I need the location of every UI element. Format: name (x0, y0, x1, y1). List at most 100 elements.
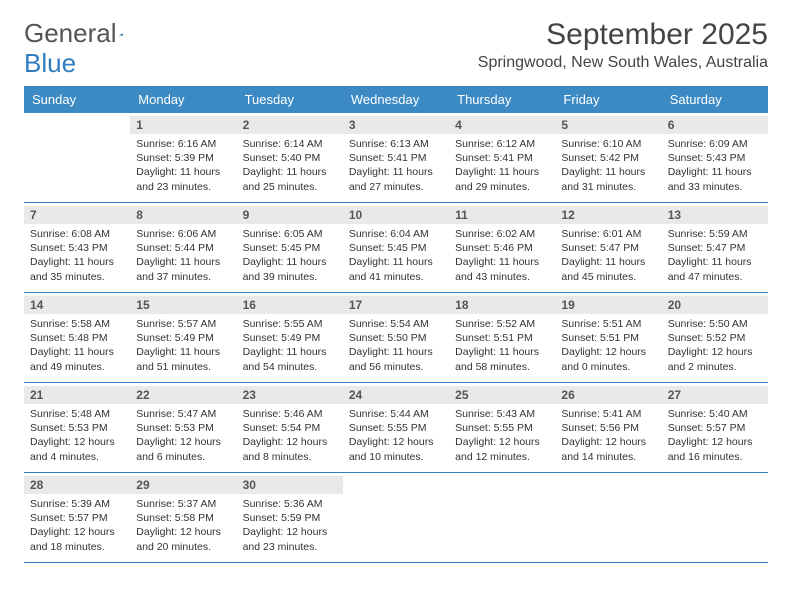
day-info: Sunrise: 6:01 AMSunset: 5:47 PMDaylight:… (561, 227, 655, 284)
day-cell: 12 Sunrise: 6:01 AMSunset: 5:47 PMDayligh… (555, 203, 661, 292)
day-number: 8 (130, 206, 236, 224)
day-info: Sunrise: 5:43 AMSunset: 5:55 PMDaylight:… (455, 407, 549, 464)
day-info: Sunrise: 6:08 AMSunset: 5:43 PMDaylight:… (30, 227, 124, 284)
day-cell: 1Sunrise: 6:16 AMSunset: 5:39 PMDaylight… (130, 113, 236, 202)
day-number: 27 (662, 386, 768, 404)
weekday-header: Thursday (449, 86, 555, 113)
week-row: 1Sunrise: 6:16 AMSunset: 5:39 PMDaylight… (24, 113, 768, 203)
day-cell: 11 Sunrise: 6:02 AMSunset: 5:46 PMDayligh… (449, 203, 555, 292)
day-info: Sunrise: 5:59 AMSunset: 5:47 PMDaylight:… (668, 227, 762, 284)
day-number: 26 (555, 386, 661, 404)
month-title: September 2025 (478, 18, 768, 52)
day-cell (555, 473, 661, 562)
weekday-header: Wednesday (343, 86, 449, 113)
day-number: 5 (555, 116, 661, 134)
day-cell: 2 Sunrise: 6:14 AMSunset: 5:40 PMDaylight… (237, 113, 343, 202)
weekday-header: Friday (555, 86, 661, 113)
day-cell: 5 Sunrise: 6:10 AMSunset: 5:42 PMDaylight… (555, 113, 661, 202)
day-cell: 15 Sunrise: 5:57 AMSunset: 5:49 PMDayligh… (130, 293, 236, 382)
weekday-header-row: SundayMondayTuesdayWednesdayThursdayFrid… (24, 86, 768, 113)
day-number: 6 (662, 116, 768, 134)
day-cell: 4 Sunrise: 6:12 AMSunset: 5:41 PMDaylight… (449, 113, 555, 202)
brand-text-2: Blue (24, 48, 76, 79)
weekday-header: Sunday (24, 86, 130, 113)
day-info: Sunrise: 6:14 AMSunset: 5:40 PMDaylight:… (243, 137, 337, 194)
day-info: Sunrise: 5:50 AMSunset: 5:52 PMDaylight:… (668, 317, 762, 374)
day-number: 30 (237, 476, 343, 494)
day-info: Sunrise: 6:06 AMSunset: 5:44 PMDaylight:… (136, 227, 230, 284)
day-number: 22 (130, 386, 236, 404)
week-row: 14 Sunrise: 5:58 AMSunset: 5:48 PMDayligh… (24, 293, 768, 383)
day-cell: 24Sunrise: 5:44 AMSunset: 5:55 PMDayligh… (343, 383, 449, 472)
day-number: 11 (449, 206, 555, 224)
day-number: 1 (130, 116, 236, 134)
day-cell: 19Sunrise: 5:51 AMSunset: 5:51 PMDayligh… (555, 293, 661, 382)
day-number: 28 (24, 476, 130, 494)
day-cell: 16 Sunrise: 5:55 AMSunset: 5:49 PMDayligh… (237, 293, 343, 382)
day-cell: 20 Sunrise: 5:50 AMSunset: 5:52 PMDayligh… (662, 293, 768, 382)
day-cell: 28 Sunrise: 5:39 AMSunset: 5:57 PMDayligh… (24, 473, 130, 562)
weekday-header: Saturday (662, 86, 768, 113)
day-cell: 21 Sunrise: 5:48 AMSunset: 5:53 PMDayligh… (24, 383, 130, 472)
day-info: Sunrise: 5:57 AMSunset: 5:49 PMDaylight:… (136, 317, 230, 374)
week-row: 28 Sunrise: 5:39 AMSunset: 5:57 PMDayligh… (24, 473, 768, 563)
day-info: Sunrise: 6:04 AMSunset: 5:45 PMDaylight:… (349, 227, 443, 284)
week-row: 21 Sunrise: 5:48 AMSunset: 5:53 PMDayligh… (24, 383, 768, 473)
day-info: Sunrise: 5:39 AMSunset: 5:57 PMDaylight:… (30, 497, 124, 554)
day-number: 12 (555, 206, 661, 224)
day-number: 29 (130, 476, 236, 494)
day-number: 2 (237, 116, 343, 134)
day-cell: 13 Sunrise: 5:59 AMSunset: 5:47 PMDayligh… (662, 203, 768, 292)
day-number: 10 (343, 206, 449, 224)
day-number: 4 (449, 116, 555, 134)
brand-logo: General (24, 18, 147, 49)
day-cell: 10 Sunrise: 6:04 AMSunset: 5:45 PMDayligh… (343, 203, 449, 292)
day-cell: 8 Sunrise: 6:06 AMSunset: 5:44 PMDaylight… (130, 203, 236, 292)
day-cell: 27 Sunrise: 5:40 AMSunset: 5:57 PMDayligh… (662, 383, 768, 472)
day-info: Sunrise: 6:12 AMSunset: 5:41 PMDaylight:… (455, 137, 549, 194)
day-cell: 3 Sunrise: 6:13 AMSunset: 5:41 PMDaylight… (343, 113, 449, 202)
brand-triangle-icon (119, 24, 124, 44)
day-info: Sunrise: 5:52 AMSunset: 5:51 PMDaylight:… (455, 317, 549, 374)
day-info: Sunrise: 5:48 AMSunset: 5:53 PMDaylight:… (30, 407, 124, 464)
day-cell: 22 Sunrise: 5:47 AMSunset: 5:53 PMDayligh… (130, 383, 236, 472)
day-cell (24, 113, 130, 202)
day-number: 23 (237, 386, 343, 404)
day-info: Sunrise: 6:13 AMSunset: 5:41 PMDaylight:… (349, 137, 443, 194)
day-info: Sunrise: 6:10 AMSunset: 5:42 PMDaylight:… (561, 137, 655, 194)
calendar: SundayMondayTuesdayWednesdayThursdayFrid… (24, 86, 768, 563)
day-cell: 7Sunrise: 6:08 AMSunset: 5:43 PMDaylight… (24, 203, 130, 292)
day-number: 16 (237, 296, 343, 314)
day-info: Sunrise: 6:02 AMSunset: 5:46 PMDaylight:… (455, 227, 549, 284)
day-number: 13 (662, 206, 768, 224)
day-info: Sunrise: 5:58 AMSunset: 5:48 PMDaylight:… (30, 317, 124, 374)
day-info: Sunrise: 5:55 AMSunset: 5:49 PMDaylight:… (243, 317, 337, 374)
day-info: Sunrise: 5:37 AMSunset: 5:58 PMDaylight:… (136, 497, 230, 554)
day-cell (343, 473, 449, 562)
day-cell: 9 Sunrise: 6:05 AMSunset: 5:45 PMDaylight… (237, 203, 343, 292)
day-cell: 26 Sunrise: 5:41 AMSunset: 5:56 PMDayligh… (555, 383, 661, 472)
day-info: Sunrise: 6:05 AMSunset: 5:45 PMDaylight:… (243, 227, 337, 284)
day-cell: 6 Sunrise: 6:09 AMSunset: 5:43 PMDaylight… (662, 113, 768, 202)
day-cell: 29 Sunrise: 5:37 AMSunset: 5:58 PMDayligh… (130, 473, 236, 562)
day-cell: 14 Sunrise: 5:58 AMSunset: 5:48 PMDayligh… (24, 293, 130, 382)
day-cell: 17Sunrise: 5:54 AMSunset: 5:50 PMDayligh… (343, 293, 449, 382)
brand-text-1: General (24, 18, 117, 49)
day-number: 21 (24, 386, 130, 404)
day-info: Sunrise: 6:09 AMSunset: 5:43 PMDaylight:… (668, 137, 762, 194)
day-info: Sunrise: 5:41 AMSunset: 5:56 PMDaylight:… (561, 407, 655, 464)
day-number: 18 (449, 296, 555, 314)
day-number: 20 (662, 296, 768, 314)
day-info: Sunrise: 5:47 AMSunset: 5:53 PMDaylight:… (136, 407, 230, 464)
day-cell: 23Sunrise: 5:46 AMSunset: 5:54 PMDayligh… (237, 383, 343, 472)
day-info: Sunrise: 5:36 AMSunset: 5:59 PMDaylight:… (243, 497, 337, 554)
day-number: 17 (343, 296, 449, 314)
day-number: 14 (24, 296, 130, 314)
day-number: 3 (343, 116, 449, 134)
day-info: Sunrise: 5:40 AMSunset: 5:57 PMDaylight:… (668, 407, 762, 464)
day-cell: 25Sunrise: 5:43 AMSunset: 5:55 PMDayligh… (449, 383, 555, 472)
day-number: 9 (237, 206, 343, 224)
header: General September 2025 Springwood, New S… (24, 18, 768, 72)
day-number: 15 (130, 296, 236, 314)
day-info: Sunrise: 5:51 AMSunset: 5:51 PMDaylight:… (561, 317, 655, 374)
